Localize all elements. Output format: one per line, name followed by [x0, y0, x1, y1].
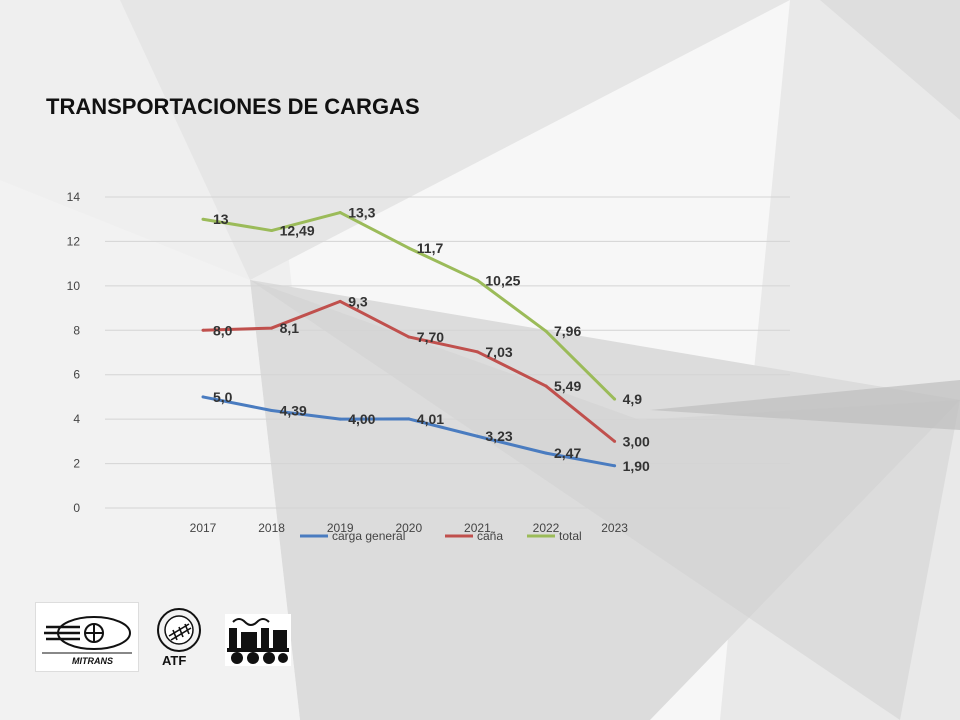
- data-point: [475, 434, 479, 438]
- x-tick-label: 2023: [601, 521, 628, 535]
- data-point: [407, 417, 411, 421]
- data-point: [613, 439, 617, 443]
- x-tick-label: 2019: [327, 521, 354, 535]
- mitrans-emblem-icon: [42, 616, 132, 654]
- data-point: [270, 326, 274, 330]
- data-label: 2,47: [554, 445, 581, 461]
- data-label: 9,3: [348, 293, 368, 309]
- x-tick-label: 2020: [395, 521, 422, 535]
- locomotive-icon: [227, 618, 289, 664]
- chart-data-labels: 5,0 4,39 4,00 4,01 3,23 2,47 1,90 8,0 8,1 9,3 7,70…: [213, 205, 650, 474]
- x-tick-label: 2022: [533, 521, 560, 535]
- data-point: [338, 417, 342, 421]
- data-label: 7,96: [554, 323, 581, 339]
- data-label: 7,03: [485, 344, 512, 360]
- data-point: [544, 384, 548, 388]
- data-point: [475, 350, 479, 354]
- data-label: 13: [213, 211, 229, 227]
- data-label: 1,90: [623, 458, 650, 474]
- y-tick-label: 10: [67, 279, 81, 293]
- slide-title: TRANSPORTACIONES DE CARGAS: [46, 94, 420, 119]
- x-tick-label: 2017: [190, 521, 217, 535]
- y-axis-ticks: 0 2 4 6 8 10 12 14: [67, 190, 81, 515]
- data-label: 5,49: [554, 378, 581, 394]
- data-label: 4,01: [417, 411, 444, 427]
- data-label: 5,0: [213, 389, 233, 405]
- y-tick-label: 2: [73, 457, 80, 471]
- series-line-total: [202, 211, 616, 401]
- atf-emblem-icon: [157, 608, 201, 652]
- mitrans-wordmark: MITRANS: [72, 656, 113, 666]
- data-point: [270, 229, 274, 233]
- data-point: [338, 299, 342, 303]
- data-label: 13,3: [348, 205, 375, 221]
- data-label: 8,0: [213, 322, 233, 338]
- atf-logo: ATF: [153, 606, 205, 670]
- logo-strip: MITRANS ATF: [35, 602, 295, 672]
- chart-gridlines: [105, 196, 790, 509]
- data-point: [407, 335, 411, 339]
- y-tick-label: 6: [73, 368, 80, 382]
- data-label: 4,39: [280, 402, 307, 418]
- legend-item: caña: [477, 529, 503, 543]
- data-label: 3,00: [623, 433, 650, 449]
- data-point: [613, 397, 617, 401]
- legend-item: total: [559, 529, 582, 543]
- data-point: [338, 211, 342, 215]
- data-point: [544, 451, 548, 455]
- data-label: 12,49: [280, 223, 315, 239]
- data-label: 7,70: [417, 329, 444, 345]
- x-tick-label: 2018: [258, 521, 285, 535]
- data-point: [613, 464, 617, 468]
- x-tick-label: 2021: [464, 521, 491, 535]
- y-tick-label: 14: [67, 190, 81, 204]
- data-label: 3,23: [485, 428, 512, 444]
- data-point: [407, 246, 411, 250]
- atf-wordmark: ATF: [162, 653, 187, 668]
- y-tick-label: 12: [67, 234, 81, 248]
- data-label: 4,9: [623, 391, 643, 407]
- data-label: 10,25: [485, 272, 520, 288]
- train-logo: [225, 614, 291, 666]
- data-point: [544, 329, 548, 333]
- series-line-carga-general: [202, 395, 615, 468]
- data-label: 4,00: [348, 411, 375, 427]
- data-label: 8,1: [280, 320, 300, 336]
- mitrans-logo: MITRANS: [35, 602, 139, 672]
- x-axis-ticks: 2017 2018 2019 2020 2021 2022 2023: [190, 521, 629, 535]
- data-point: [201, 217, 205, 221]
- data-point: [201, 395, 205, 399]
- legend-item: carga general: [332, 529, 405, 543]
- data-point: [270, 408, 274, 412]
- data-label: 11,7: [417, 240, 444, 256]
- chart-series: [201, 211, 617, 468]
- data-point: [475, 278, 479, 282]
- chart-legend: carga general caña total: [300, 529, 582, 543]
- y-tick-label: 8: [73, 323, 80, 337]
- y-tick-label: 4: [73, 412, 80, 426]
- y-tick-label: 0: [73, 501, 80, 515]
- data-point: [201, 328, 205, 332]
